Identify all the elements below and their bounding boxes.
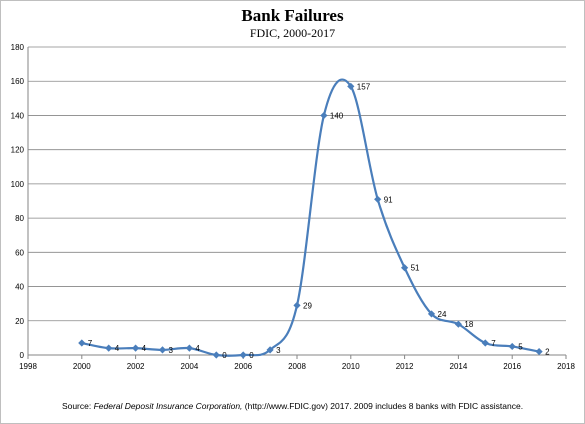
x-tick-label: 2000 [73,362,91,371]
y-tick-label: 40 [15,283,24,292]
x-tick-label: 2018 [557,362,575,371]
y-tick-label: 100 [11,180,25,189]
data-point-marker [239,351,247,359]
y-tick-label: 160 [11,77,25,86]
data-label: 0 [249,351,254,360]
y-tick-label: 0 [20,351,25,360]
x-tick-label: 2002 [127,362,145,371]
data-label: 0 [222,351,227,360]
series-line [81,78,540,357]
source-note: Source: Federal Deposit Insurance Corpor… [1,401,584,411]
data-point-marker [105,344,113,352]
data-point-marker [132,344,140,352]
data-point-marker [374,195,382,203]
y-tick-label: 140 [11,111,25,120]
chart-subtitle: FDIC, 2000-2017 [249,26,336,40]
data-label: 140 [330,111,344,120]
data-point-marker [401,264,409,272]
data-label: 7 [88,339,93,348]
source-details: (http://www.FDIC.gov) 2017. 2009 include… [242,401,524,411]
data-label: 51 [411,264,420,273]
data-label: 3 [169,346,174,355]
data-point-marker [347,82,355,90]
x-tick-label: 2014 [450,362,468,371]
data-point-marker [535,347,543,356]
x-tick-label: 2006 [234,362,252,371]
source-agency: Federal Deposit Insurance Corporation, [93,401,243,411]
y-tick-label: 20 [15,317,24,326]
data-label: 4 [195,344,200,353]
data-point-marker [266,346,274,354]
y-tick-label: 80 [15,214,24,223]
data-label: 91 [384,195,393,204]
source-prefix: Source: [61,401,94,411]
data-point-marker [212,351,220,359]
x-tick-label: 1998 [19,362,37,371]
data-label: 2 [545,348,550,357]
y-tick-label: 180 [11,43,25,52]
data-point-marker [78,339,86,347]
data-label: 5 [518,342,523,351]
data-point-marker [454,320,462,328]
data-point-marker [158,346,167,354]
x-tick-label: 2004 [181,362,199,371]
x-tick-label: 2010 [342,362,360,371]
data-label: 4 [115,344,120,353]
data-label: 29 [303,301,312,310]
data-label: 157 [357,82,371,91]
data-label: 7 [491,339,496,348]
y-tick-label: 120 [11,146,25,155]
data-point-marker [293,301,301,309]
data-label: 18 [464,320,473,329]
chart-title: Bank Failures [241,6,344,25]
data-point-marker [185,344,193,352]
data-point-marker [481,339,489,347]
x-tick-label: 2012 [396,362,414,371]
data-label: 4 [142,344,147,353]
x-tick-label: 2016 [503,362,521,371]
x-tick-label: 2008 [288,362,306,371]
data-point-marker [508,342,516,351]
y-tick-label: 60 [15,248,24,257]
data-point-marker [427,310,436,318]
data-label: 3 [276,346,281,355]
data-point-marker [320,111,328,120]
data-label: 24 [438,310,447,319]
